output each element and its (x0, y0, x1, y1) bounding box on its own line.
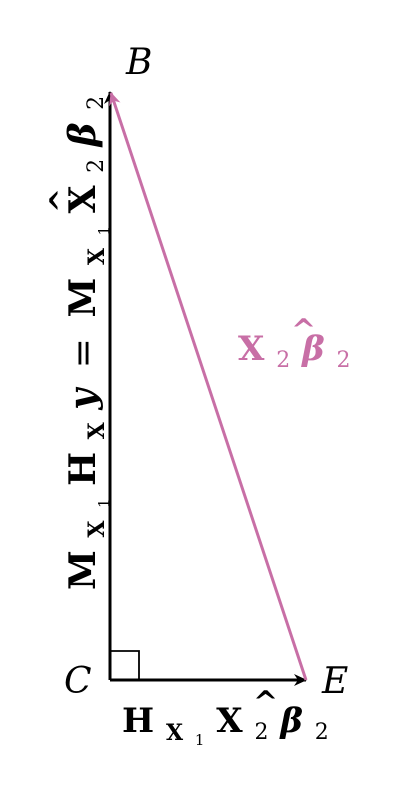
hypotenuse-arrow (109, 92, 308, 681)
hypotenuse-two-sub: 2 (276, 348, 290, 373)
hypotenuse-beta-hat: ^ (291, 313, 316, 348)
hypotenuse-beta-sub: 2 (337, 348, 351, 373)
svg-text:X 2 β 2: X 2 β 2 (238, 329, 351, 376)
hypotenuse-x-symbol: X (238, 329, 265, 369)
vertical-x-sub-3: X (84, 247, 110, 265)
vertical-x-sub: X (84, 520, 110, 538)
point-label-e: E (321, 661, 348, 702)
vertical-beta-symbol: β (62, 122, 104, 148)
vertical-x-sub-2: X (84, 421, 110, 439)
vertical-x2-symbol: X (62, 185, 104, 213)
vertical-leg-label: M X 1 H X y = M X 1 X 2 β 2 ^ (44, 96, 118, 590)
right-angle-marker (110, 650, 140, 680)
vertical-m-symbol-2: M (62, 278, 104, 318)
vertical-one-sub: 1 (95, 498, 113, 508)
point-label-c: C (64, 661, 92, 702)
point-label-b: B (125, 42, 152, 83)
horizontal-beta-symbol: β (278, 701, 303, 741)
svg-text:H X 1 X: H X 1 X 2 β 2 (122, 701, 329, 754)
horizontal-x2-symbol: X (216, 701, 243, 741)
horizontal-one-sub: 1 (195, 731, 205, 749)
vertical-h-symbol: H (62, 452, 104, 486)
vertical-m-symbol: M (62, 550, 104, 590)
horizontal-h-symbol: H (122, 701, 154, 741)
vertical-one-sub-2: 1 (95, 226, 113, 236)
vertical-beta-hat: ^ (44, 188, 79, 213)
horizontal-two-sub: 2 (255, 720, 269, 745)
svg-text:M X 1 H: M X 1 H X y = M X 1 X 2 β 2 (62, 96, 118, 590)
hypotenuse-beta-symbol: β (300, 329, 325, 369)
horizontal-beta-sub: 2 (315, 720, 329, 745)
vertical-equals: = (63, 338, 104, 368)
horizontal-beta-hat: ^ (253, 685, 278, 720)
vertical-y-symbol: y (62, 387, 104, 411)
horizontal-leg-label: H X 1 X 2 β 2 ^ (122, 685, 329, 754)
vertical-beta-sub: 2 (84, 96, 109, 110)
horizontal-x-sub: X (166, 720, 184, 746)
vertical-two-sub: 2 (84, 159, 109, 173)
hypotenuse-label: X 2 β 2 ^ (238, 313, 351, 376)
